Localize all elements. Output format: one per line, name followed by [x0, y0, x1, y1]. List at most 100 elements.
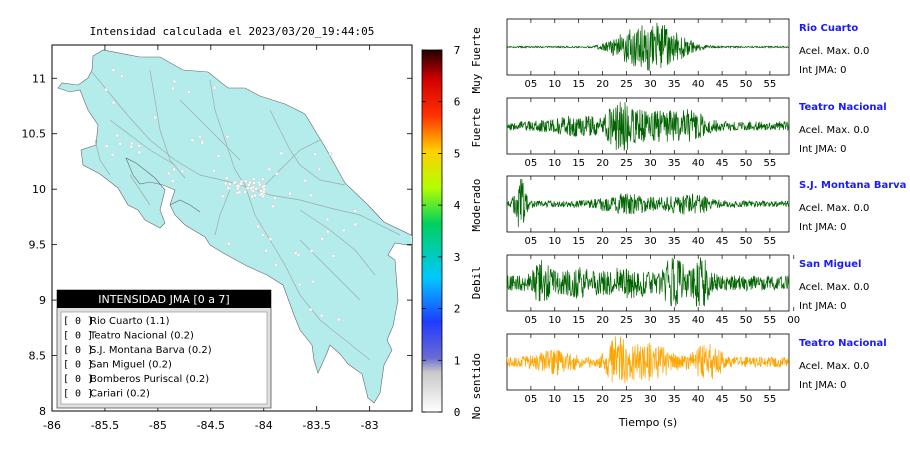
time-tick-label: 30 — [644, 158, 657, 169]
station-dot — [251, 177, 256, 181]
station-dot — [172, 167, 176, 172]
station-dot — [170, 179, 175, 183]
station-dot — [232, 180, 237, 185]
colorbar-tick-label: 0 — [454, 406, 461, 419]
time-tick-label: 20 — [596, 158, 609, 169]
time-tick-label: 45 — [716, 394, 729, 405]
map-x-tick-label: -83.5 — [302, 419, 330, 432]
int-jma-readout: Int JMA: 0 — [799, 65, 847, 76]
station-dot — [317, 167, 322, 172]
legend-item-label: Bomberos Puriscal (0.2) — [90, 374, 209, 385]
station-dot — [353, 222, 358, 227]
time-tick-label: 30 — [644, 236, 657, 247]
station-dot — [309, 193, 313, 198]
colorbar-tick-label: 3 — [454, 251, 461, 264]
station-dot — [341, 228, 346, 233]
station-dot — [320, 237, 324, 241]
time-tick-label: 25 — [620, 315, 633, 326]
waveform-panel: 05 10 15 20 25 30 35 40 45 50 55 00 San Miguel Acel. … — [506, 254, 869, 326]
time-tick-label: 15 — [572, 79, 585, 90]
station-dot — [237, 190, 242, 194]
legend-item-value: [ 0 ] — [63, 389, 93, 400]
station-dot — [268, 237, 273, 241]
map-y-tick-label: 9.5 — [29, 239, 47, 252]
legend-item-label: San Miguel (0.2) — [90, 360, 172, 371]
station-dot — [273, 196, 277, 200]
int-jma-readout: Int JMA: 0 — [799, 222, 847, 233]
station-dot — [104, 144, 109, 148]
time-tick-label: 15 — [572, 394, 585, 405]
time-tick-label: 05 — [525, 315, 538, 326]
acel-max-readout: Acel. Max. 0.0 — [799, 125, 869, 136]
time-tick-label: 25 — [620, 79, 633, 90]
legend-item-value: [ 0 ] — [63, 374, 93, 385]
map-axes: -86 -85.5 -85 -84.5 -84 -83.5 -83 11 10.5 10 9.5 9 8… — [22, 45, 412, 432]
station-dot — [303, 178, 308, 183]
time-tick-label: 45 — [716, 79, 729, 90]
acel-max-readout: Acel. Max. 0.0 — [799, 282, 869, 293]
map-x-tick-label: -85.5 — [91, 419, 119, 432]
road-network — [91, 69, 401, 361]
time-tick-label: 25 — [620, 158, 633, 169]
time-tick-label: 35 — [668, 236, 681, 247]
station-dot — [296, 253, 301, 257]
acel-max-readout: Acel. Max. 0.0 — [799, 46, 869, 57]
time-tick-label: 15 — [572, 236, 585, 247]
time-axis-label: Tiempo (s) — [618, 416, 677, 429]
time-tick-label: 10 — [548, 394, 561, 405]
station-dot — [221, 194, 225, 199]
time-tick-label: 15 — [572, 315, 585, 326]
colorbar-category-label: Moderado — [470, 179, 483, 232]
station-name: S.J. Montana Barva — [799, 180, 906, 191]
station-dot — [110, 153, 115, 157]
station-dot — [331, 254, 336, 258]
time-tick-label: 05 — [525, 158, 538, 169]
time-tick-label: 20 — [596, 394, 609, 405]
station-dot — [129, 145, 134, 149]
time-tick-label: 05 — [525, 236, 538, 247]
colorbar-category-label: Muy Fuerte — [470, 27, 483, 93]
legend-item-value: [ 0 ] — [63, 345, 93, 356]
colorbar-tick-label: 4 — [454, 199, 461, 212]
station-dot — [279, 151, 284, 156]
intensity-legend: INTENSIDAD JMA [0 a 7] [ 0 ]Rio Cuarto (… — [56, 289, 272, 409]
map-x-tick-label: -84.5 — [197, 419, 225, 432]
waveform-panel: 05 10 15 20 25 30 35 40 45 50 55 Teatro Nacional Ace… — [506, 97, 887, 169]
time-tick-label: 40 — [692, 315, 705, 326]
station-dot — [293, 251, 298, 256]
station-dot — [245, 186, 250, 190]
map-y-tick-label: 10.5 — [22, 128, 47, 141]
station-dot — [104, 88, 108, 92]
station-dot — [166, 171, 171, 176]
waveform-trace — [506, 22, 790, 72]
station-dot — [225, 135, 230, 139]
station-dot — [297, 282, 302, 287]
legend-item-label: S.J. Montana Barva (0.2) — [90, 345, 212, 356]
intensity-colorbar: 0 1 2 3 4 5 6 7 No sentido Debil Moderado Fuerte Mu… — [421, 27, 483, 419]
waveform-trace — [506, 336, 790, 384]
time-tick-label: 40 — [692, 394, 705, 405]
station-dot — [325, 217, 330, 222]
time-tick-label: 10 — [548, 236, 561, 247]
station-dot — [262, 184, 267, 188]
station-dot — [274, 172, 279, 176]
station-dot — [223, 181, 228, 186]
map-y-tick-label: 11 — [32, 72, 46, 85]
int-jma-readout: Int JMA: 0 — [799, 380, 847, 391]
time-tick-label: 30 — [644, 79, 657, 90]
time-tick-label: 55 — [764, 315, 777, 326]
time-tick-label: 40 — [692, 158, 705, 169]
time-tick-label: 55 — [764, 79, 777, 90]
station-dot — [309, 249, 314, 253]
station-dot — [235, 184, 240, 188]
station-dot — [328, 152, 333, 156]
station-dot — [254, 187, 259, 191]
station-dot — [216, 154, 221, 158]
legend-item-label: Rio Cuarto (1.1) — [90, 316, 170, 327]
waveform-panel: 05 10 15 20 25 30 35 40 45 50 55 Rio Cuarto Acel. Ma… — [506, 18, 869, 90]
station-dot — [226, 186, 231, 191]
waveform-panel: 05 10 15 20 25 30 35 40 45 50 55 S.J. Montana Barva… — [506, 175, 906, 247]
station-dot — [264, 248, 268, 253]
time-tick-label: 45 — [716, 315, 729, 326]
